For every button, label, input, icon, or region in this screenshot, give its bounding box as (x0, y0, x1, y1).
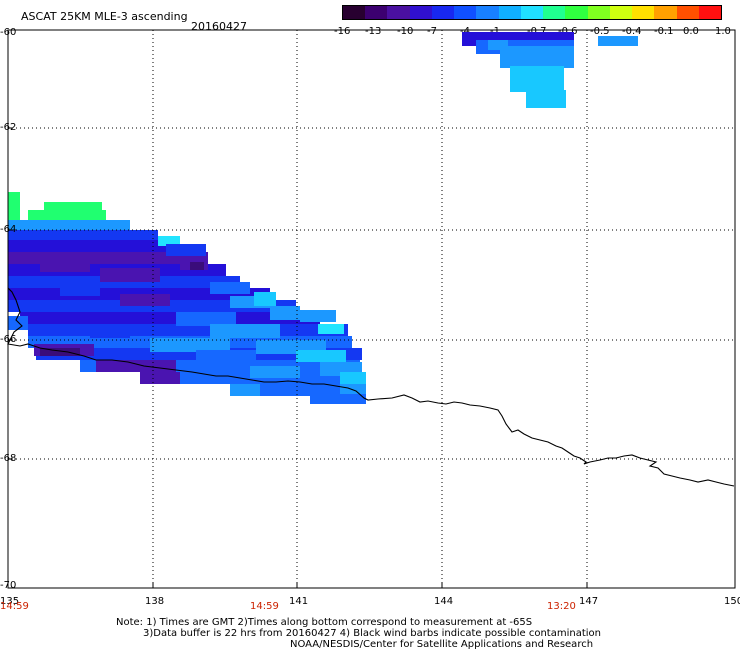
lat-label: -62 (0, 122, 17, 133)
lat-label: -64 (0, 224, 17, 235)
wind-cell (166, 244, 206, 256)
colorbar-segment (609, 6, 633, 19)
wind-cell (190, 262, 204, 270)
lon-label: 138 (145, 596, 165, 607)
colorbar-label: -0.4 (622, 26, 642, 37)
lon-label: 141 (289, 596, 309, 607)
wind-cell (140, 372, 180, 384)
colorbar-segment (454, 6, 477, 19)
wind-cell (28, 210, 106, 222)
colorbar-segment (565, 6, 588, 19)
footer-note-2: 3)Data buffer is 22 hrs from 20160427 4)… (143, 628, 601, 639)
wind-cell (296, 350, 346, 362)
lat-label: -68 (0, 453, 17, 464)
map-grid (8, 30, 735, 588)
colorbar-segment (543, 6, 566, 19)
wind-cell (90, 326, 130, 338)
wind-cell (310, 394, 366, 404)
wind-cell (40, 348, 80, 356)
colorbar-segment (431, 6, 455, 19)
colorbar-segment (520, 6, 544, 19)
time-label: 14:59 (250, 601, 279, 612)
wind-cell (120, 294, 170, 306)
wind-data-cells (8, 32, 638, 404)
lon-label: 144 (434, 596, 454, 607)
colorbar-segment (654, 6, 677, 19)
footer-note-1: Note: 1) Times are GMT 2)Times along bot… (116, 617, 533, 628)
lat-label: -66 (0, 334, 17, 345)
wind-cell (598, 36, 638, 46)
wind-cell (300, 310, 336, 322)
wind-cell (196, 350, 256, 362)
wind-cell (8, 220, 130, 232)
wind-cell (526, 90, 566, 108)
colorbar-label: -1 (490, 26, 500, 37)
colorbar-segment (698, 6, 721, 19)
colorbar-label: -4 (460, 26, 470, 37)
lon-label: 147 (579, 596, 599, 607)
wind-cell (340, 372, 366, 384)
map-title: ASCAT 25KM MLE-3 ascending (21, 10, 188, 23)
wind-cell (510, 66, 564, 92)
lat-label: -70 (0, 580, 17, 591)
wind-cell (44, 202, 102, 212)
colorbar-segment (476, 6, 499, 19)
colorbar-segment (587, 6, 610, 19)
wind-cell (500, 46, 574, 68)
wind-cell (100, 268, 160, 282)
wind-cell (488, 40, 508, 50)
wind-cell (20, 312, 320, 324)
wind-cell (340, 384, 366, 394)
wind-cell (210, 282, 250, 294)
tick-marks (8, 127, 588, 588)
colorbar-label: -0.5 (590, 26, 610, 37)
wind-cell (250, 366, 300, 378)
colorbar-label: -16 (334, 26, 351, 37)
colorbar-label: -7 (427, 26, 437, 37)
time-label: 14:59 (0, 601, 29, 612)
wind-cell (96, 360, 176, 372)
wind-cell (236, 384, 366, 396)
wind-cell (210, 324, 280, 338)
colorbar-label: -0.1 (654, 26, 674, 37)
lon-label: 135 (0, 596, 20, 607)
plot-frame (7, 29, 736, 589)
colorbar-segment (387, 6, 410, 19)
footer-note-3: NOAA/NESDIS/Center for Satellite Applica… (290, 639, 594, 650)
colorbar-segment (498, 6, 521, 19)
wind-cell (158, 236, 180, 246)
lat-label: -60 (0, 27, 17, 38)
wind-cell (8, 230, 158, 240)
colorbar-label: 0.0 (683, 26, 699, 37)
colorbar-label: -13 (365, 26, 382, 37)
wind-cell (8, 252, 208, 264)
colorbar-segment (409, 6, 432, 19)
wind-cell (60, 286, 100, 296)
lon-label: 150 (724, 596, 740, 607)
coastline (7, 287, 735, 487)
colorbar-segment (343, 6, 366, 19)
wind-cell (270, 306, 300, 320)
colorbar-segment (676, 6, 699, 19)
colorbar-segment (632, 6, 655, 19)
wind-cell (230, 384, 260, 396)
colorbar-segment (365, 6, 388, 19)
colorbar-label: -10 (397, 26, 414, 37)
colorbar-label: 1.0 (715, 26, 731, 37)
wind-cell (8, 192, 20, 220)
colorbar-label: -0.6 (558, 26, 578, 37)
time-label: 13:20 (547, 601, 576, 612)
wind-cell (8, 316, 28, 330)
wind-cell (150, 338, 230, 352)
colorbar (342, 5, 722, 20)
wind-cell (40, 262, 90, 272)
wind-cell (176, 312, 236, 326)
wind-cell (254, 292, 276, 306)
colorbar-label: -0.7 (527, 26, 547, 37)
wind-cell (318, 324, 344, 334)
wind-cell (8, 240, 178, 252)
